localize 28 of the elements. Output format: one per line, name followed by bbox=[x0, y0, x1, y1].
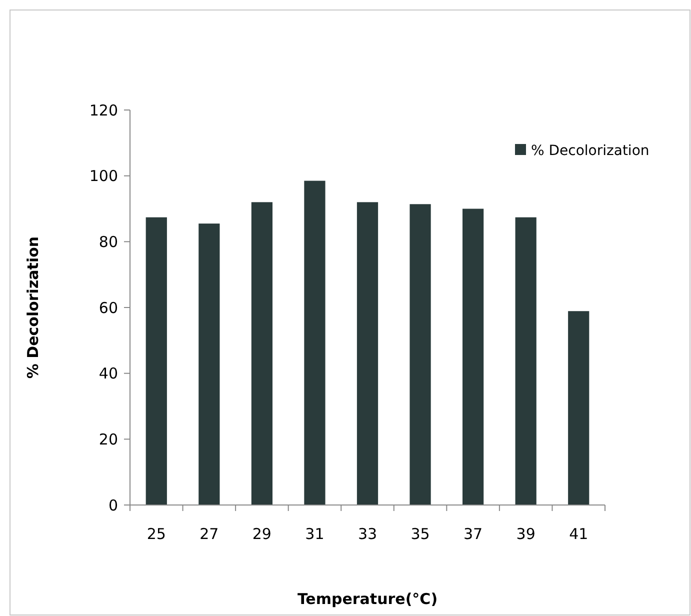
y-tick-label: 60 bbox=[98, 298, 118, 317]
bar bbox=[410, 204, 431, 505]
y-axis-title: % Decolorization bbox=[24, 236, 42, 379]
y-tick-label: 20 bbox=[98, 430, 118, 448]
bar bbox=[146, 217, 167, 505]
x-tick-label: 41 bbox=[569, 525, 588, 543]
y-tick-label: 120 bbox=[89, 101, 118, 120]
bar bbox=[568, 311, 590, 505]
x-tick-label: 29 bbox=[252, 525, 272, 543]
bar bbox=[462, 208, 484, 505]
legend-label: % Decolorization bbox=[531, 142, 650, 159]
x-tick-label: 39 bbox=[516, 525, 536, 543]
bar bbox=[251, 202, 272, 505]
y-tick-label: 100 bbox=[89, 167, 118, 186]
bar bbox=[198, 224, 220, 505]
x-tick-label: 27 bbox=[200, 525, 219, 543]
x-tick-label: 33 bbox=[358, 525, 378, 543]
x-tick-label: 31 bbox=[305, 525, 324, 543]
y-tick-label: 0 bbox=[108, 496, 118, 514]
x-axis-title: Temperature(°C) bbox=[297, 590, 438, 608]
x-tick-label: 37 bbox=[464, 525, 483, 543]
bar bbox=[304, 180, 326, 505]
bar bbox=[356, 202, 378, 505]
y-tick-label: 80 bbox=[98, 232, 118, 251]
x-tick-label: 35 bbox=[410, 525, 430, 543]
y-tick-label: 40 bbox=[98, 364, 118, 383]
bar bbox=[515, 217, 536, 505]
x-tick-label: 25 bbox=[146, 525, 166, 543]
